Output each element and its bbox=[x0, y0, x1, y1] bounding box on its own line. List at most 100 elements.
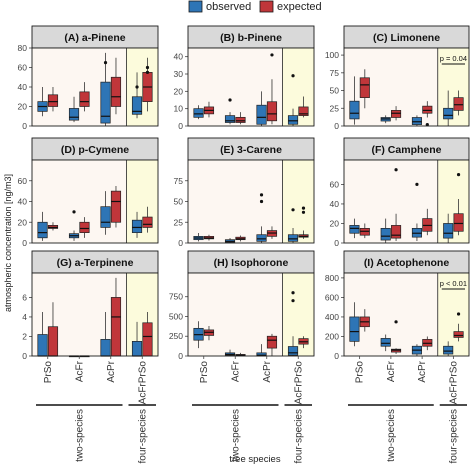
box-expected bbox=[359, 309, 370, 332]
four-species-background bbox=[282, 273, 314, 356]
box-expected bbox=[298, 96, 309, 118]
box-observed bbox=[287, 74, 299, 126]
y-tick-label: 80 bbox=[18, 43, 28, 53]
panel-border bbox=[187, 159, 315, 244]
box-iqr bbox=[298, 106, 309, 116]
box-iqr bbox=[391, 225, 402, 239]
box-expected bbox=[110, 185, 122, 228]
box-observed bbox=[443, 90, 454, 126]
box-expected bbox=[79, 82, 90, 112]
panel-border bbox=[187, 47, 315, 127]
y-tick-label: 10 bbox=[174, 104, 184, 114]
outlier-point bbox=[394, 168, 398, 172]
box-expected bbox=[266, 53, 278, 125]
box-expected bbox=[453, 312, 464, 342]
outlier-point bbox=[228, 98, 232, 102]
box-iqr bbox=[287, 234, 299, 242]
box-iqr bbox=[79, 221, 90, 233]
legend-swatch-observed bbox=[188, 0, 203, 13]
outlier-point bbox=[259, 193, 264, 197]
four-species-background bbox=[437, 48, 469, 126]
box-iqr bbox=[79, 91, 90, 107]
four-species-background bbox=[437, 160, 469, 243]
group-label-four-species: four-species bbox=[293, 409, 304, 463]
box-iqr bbox=[131, 341, 143, 357]
box-observed bbox=[68, 210, 80, 241]
box-iqr bbox=[380, 228, 391, 241]
panel-title: (D) p-Cymene bbox=[61, 144, 129, 156]
box-iqr bbox=[349, 316, 360, 342]
outlier-point bbox=[270, 53, 274, 57]
box-iqr bbox=[68, 108, 80, 121]
y-tick-label: 0 bbox=[178, 238, 183, 248]
box-expected bbox=[453, 173, 464, 236]
panel-title: (F) Camphene bbox=[371, 144, 441, 156]
box-observed bbox=[193, 233, 204, 242]
box-expected bbox=[359, 223, 370, 239]
panel: (H) Isophorone 0 250 500 750 bbox=[169, 250, 315, 361]
box-iqr bbox=[131, 219, 143, 233]
panel-title: (A) a-Pinene bbox=[64, 32, 125, 44]
panel-title: (I) Acetophenone bbox=[364, 257, 450, 269]
y-tick-label: 2 bbox=[22, 331, 27, 341]
box-observed bbox=[256, 91, 267, 126]
box-observed bbox=[256, 193, 267, 243]
outlier-point bbox=[415, 182, 419, 187]
box-iqr bbox=[349, 100, 360, 120]
x-tick-label: AcFrPrSo bbox=[448, 361, 459, 405]
box-iqr bbox=[110, 190, 122, 223]
group-label-two-species: two-species bbox=[386, 409, 397, 462]
y-tick-label: 40 bbox=[330, 199, 340, 209]
box-iqr bbox=[100, 339, 111, 357]
four-species-background bbox=[126, 160, 158, 243]
y-tick-label: 60 bbox=[18, 176, 28, 186]
box-expected bbox=[391, 168, 402, 242]
y-axis-label: atmospheric concentration [ng/m3] bbox=[3, 174, 13, 312]
y-tick-label: 75 bbox=[174, 176, 184, 186]
outlier-point bbox=[291, 299, 295, 303]
box-iqr bbox=[37, 334, 48, 357]
box-iqr bbox=[142, 216, 153, 228]
box-iqr bbox=[287, 346, 299, 356]
y-tick-label: 30 bbox=[174, 69, 184, 79]
y-tick-label: 40 bbox=[174, 52, 184, 62]
y-tick-label: 60 bbox=[18, 63, 28, 73]
box-observed bbox=[443, 213, 454, 243]
box-iqr bbox=[224, 115, 236, 123]
outlier-point bbox=[135, 85, 139, 89]
outlier-point bbox=[301, 210, 306, 214]
box-expected bbox=[266, 333, 278, 356]
panel-title: (B) b-Pinene bbox=[220, 32, 282, 44]
panel-border bbox=[187, 272, 315, 357]
x-tick-label: PrSo bbox=[199, 361, 210, 384]
box-iqr bbox=[453, 331, 464, 338]
box-expected bbox=[298, 336, 309, 349]
outlier-point bbox=[103, 61, 108, 65]
y-tick-label: 50 bbox=[174, 197, 184, 207]
legend-label-expected: expected bbox=[277, 1, 322, 13]
outlier-point bbox=[394, 320, 398, 324]
outlier-point bbox=[456, 312, 461, 316]
box-iqr bbox=[47, 94, 59, 107]
box-expected bbox=[391, 320, 402, 355]
y-tick-label: 400 bbox=[325, 312, 339, 322]
box-iqr bbox=[287, 115, 299, 125]
box-iqr bbox=[359, 77, 370, 98]
box-expected bbox=[453, 90, 464, 116]
box-iqr bbox=[411, 117, 422, 125]
box-expected bbox=[391, 106, 402, 121]
panel-title: (H) Isophorone bbox=[214, 257, 289, 269]
box-iqr bbox=[193, 108, 204, 118]
legend-swatch-expected bbox=[259, 0, 274, 13]
box-iqr bbox=[110, 297, 122, 357]
outlier-point bbox=[456, 173, 461, 177]
y-tick-label: 0 bbox=[334, 238, 339, 248]
box-iqr bbox=[131, 96, 143, 115]
outlier-point bbox=[145, 65, 150, 70]
panel-title: (C) Limonene bbox=[373, 32, 440, 44]
outlier-point bbox=[145, 70, 150, 74]
box-iqr bbox=[349, 225, 360, 234]
y-tick-label: 200 bbox=[325, 331, 339, 341]
box-expected bbox=[235, 112, 246, 125]
